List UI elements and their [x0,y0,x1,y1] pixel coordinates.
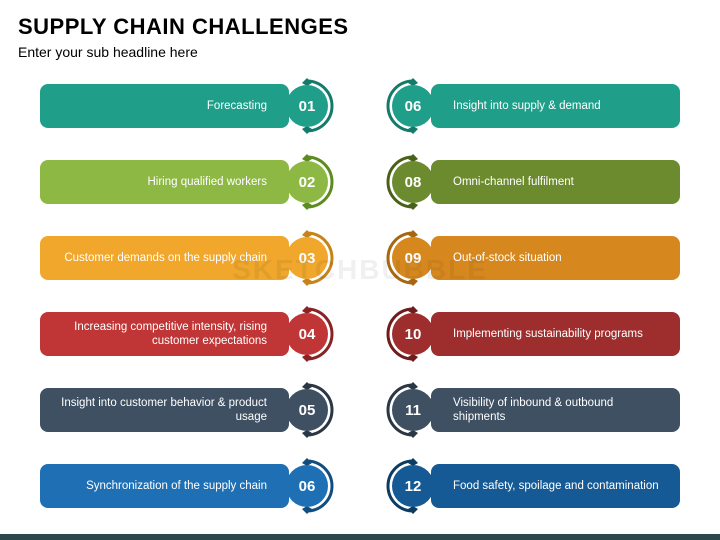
item-number: 11 [405,402,421,419]
item-label: Increasing competitive intensity, rising… [54,320,267,349]
item-bar: Increasing competitive intensity, rising… [40,312,289,356]
item-number: 03 [299,250,316,267]
list-item: Customer demands on the supply chain 03 [40,230,335,286]
number-badge: 06 [385,78,441,134]
item-bar: Hiring qualified workers [40,160,289,204]
number-circle: 09 [392,237,434,279]
footer-bar [0,534,720,540]
item-bar: Out-of-stock situation [431,236,680,280]
number-badge: 04 [279,306,335,362]
item-bar: Customer demands on the supply chain [40,236,289,280]
number-circle: 11 [392,389,434,431]
number-circle: 08 [392,161,434,203]
item-bar: Synchronization of the supply chain [40,464,289,508]
list-item: Synchronization of the supply chain 06 [40,458,335,514]
number-badge: 05 [279,382,335,438]
item-label: Visibility of inbound & outbound shipmen… [453,396,666,425]
list-item: Forecasting 01 [40,78,335,134]
list-item: 12 Food safety, spoilage and contaminati… [385,458,680,514]
item-bar: Forecasting [40,84,289,128]
number-circle: 06 [392,85,434,127]
left-column: Forecasting 01 Hiring qualified workers [40,78,335,514]
item-label: Out-of-stock situation [453,251,562,265]
item-number: 10 [405,326,422,343]
list-item: Insight into customer behavior & product… [40,382,335,438]
item-label: Implementing sustainability programs [453,327,643,341]
right-column: 06 Insight into supply & demand 08 Omni-… [385,78,680,514]
number-circle: 06 [286,465,328,507]
item-bar: Food safety, spoilage and contamination [431,464,680,508]
item-label: Insight into customer behavior & product… [54,396,267,425]
number-circle: 10 [392,313,434,355]
item-number: 09 [405,250,422,267]
item-number: 06 [405,98,422,115]
list-item: 08 Omni-channel fulfilment [385,154,680,210]
list-item: 10 Implementing sustainability programs [385,306,680,362]
number-badge: 06 [279,458,335,514]
list-item: 09 Out-of-stock situation [385,230,680,286]
number-badge: 11 [385,382,441,438]
item-number: 04 [299,326,316,343]
item-number: 06 [299,478,316,495]
item-number: 02 [299,174,316,191]
number-badge: 02 [279,154,335,210]
number-circle: 01 [286,85,328,127]
list-item: Hiring qualified workers 02 [40,154,335,210]
item-bar: Implementing sustainability programs [431,312,680,356]
list-item: Increasing competitive intensity, rising… [40,306,335,362]
list-item: 11 Visibility of inbound & outbound ship… [385,382,680,438]
item-bar: Visibility of inbound & outbound shipmen… [431,388,680,432]
item-number: 12 [405,478,422,495]
item-number: 08 [405,174,422,191]
number-circle: 02 [286,161,328,203]
content-area: Forecasting 01 Hiring qualified workers [0,68,720,514]
page-subtitle: Enter your sub headline here [0,44,720,68]
number-circle: 03 [286,237,328,279]
item-label: Hiring qualified workers [147,175,267,189]
item-label: Food safety, spoilage and contamination [453,479,659,493]
item-label: Customer demands on the supply chain [64,251,267,265]
item-label: Forecasting [207,99,267,113]
item-label: Omni-channel fulfilment [453,175,574,189]
number-badge: 12 [385,458,441,514]
item-number: 01 [299,98,316,115]
item-number: 05 [299,402,316,419]
number-badge: 08 [385,154,441,210]
list-item: 06 Insight into supply & demand [385,78,680,134]
item-bar: Insight into customer behavior & product… [40,388,289,432]
item-label: Insight into supply & demand [453,99,601,113]
item-label: Synchronization of the supply chain [86,479,267,493]
item-bar: Insight into supply & demand [431,84,680,128]
number-circle: 04 [286,313,328,355]
number-badge: 03 [279,230,335,286]
item-bar: Omni-channel fulfilment [431,160,680,204]
number-circle: 05 [286,389,328,431]
page-title: SUPPLY CHAIN CHALLENGES [0,0,720,44]
number-badge: 10 [385,306,441,362]
number-badge: 09 [385,230,441,286]
number-badge: 01 [279,78,335,134]
number-circle: 12 [392,465,434,507]
